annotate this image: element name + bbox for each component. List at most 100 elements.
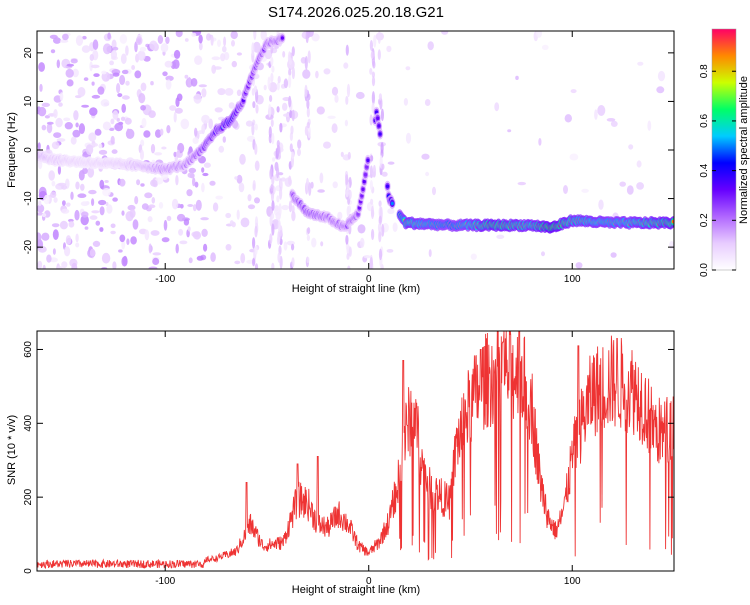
spectrogram-cell — [348, 189, 352, 200]
spectrogram-cell — [90, 64, 100, 69]
spectrogram-cell — [52, 229, 59, 241]
spectrogram-cell — [517, 181, 526, 186]
spectrogram-cell — [80, 183, 85, 191]
spectrogram-cell — [124, 117, 132, 125]
spectrogram-cell — [91, 143, 99, 147]
spectrogram-cell — [46, 254, 52, 263]
spectrogram-cell — [71, 262, 78, 269]
spectrogram-cell — [305, 31, 309, 44]
spectrogram-cell — [369, 180, 373, 191]
spectrogram-cell — [163, 219, 168, 231]
spectrogram-cell — [211, 56, 221, 61]
spectrogram-cell — [657, 70, 666, 82]
spectrogram-cell — [302, 69, 311, 79]
spectrogram-cell — [252, 101, 256, 109]
spectrogram-cell — [111, 149, 118, 154]
spectrogram-cell — [173, 111, 177, 123]
spectrogram-cell — [371, 91, 375, 105]
spectrogram-cell — [119, 74, 126, 86]
spectrogram-cell — [291, 205, 295, 214]
spectrogram-cell — [334, 94, 339, 103]
spectrogram-cell — [99, 227, 104, 232]
spectrogram-cell — [43, 194, 50, 205]
spectrogram-cell — [157, 35, 164, 44]
y-tick-label: 400 — [23, 415, 34, 432]
spectrogram-cell — [297, 148, 301, 157]
spectrogram-cell — [150, 230, 160, 236]
spectrogram-cell — [183, 218, 190, 226]
spectrogram-cell — [120, 53, 127, 65]
spectrogram-cell — [66, 79, 74, 87]
snr-x-axis-label: Height of straight line (km) — [292, 584, 420, 596]
y-tick-label: 200 — [23, 488, 34, 505]
spectrogram-cell — [291, 210, 296, 222]
spectrogram-cell — [98, 143, 103, 149]
spectrogram-cell — [252, 258, 256, 267]
spectrogram-cell — [66, 202, 71, 207]
spectrogram-cell — [345, 95, 349, 105]
spectrogram-cell — [82, 167, 88, 174]
spectrogram-ridge-cell — [361, 187, 365, 192]
spectrogram-cell — [110, 223, 116, 229]
spectrogram-cell — [669, 241, 674, 250]
spectrogram-cell — [147, 216, 153, 223]
spectrogram-cell — [89, 54, 95, 61]
x-tick-label: 0 — [366, 576, 372, 587]
spectrogram-cell — [68, 221, 75, 228]
spectrogram-cell — [148, 243, 152, 254]
spectrogram-cell — [277, 219, 281, 233]
spectrogram-cell — [51, 180, 56, 187]
spectrogram-cell — [37, 232, 42, 243]
spectrogram-cell — [403, 98, 408, 106]
spectrogram-cell — [279, 187, 283, 200]
spectrogram-cell — [289, 143, 293, 153]
spectrogram-cell — [119, 178, 126, 187]
spectrogram-cell — [91, 210, 100, 214]
spectrogram-cell — [316, 106, 325, 115]
spectrogram-cell — [194, 55, 203, 65]
spectrogram-cell — [154, 152, 163, 156]
spectrogram-cell — [53, 109, 58, 119]
spectrogram-cell — [405, 132, 412, 144]
spectrogram-cell — [195, 199, 202, 211]
spectrogram-cell — [38, 160, 43, 170]
spectrogram-cell — [228, 102, 235, 109]
spectrogram-cell — [99, 206, 105, 216]
spectrogram-cell — [121, 69, 129, 75]
spectrogram-cell — [72, 68, 79, 78]
spectrogram-cell — [51, 141, 60, 150]
spectrogram-cell — [270, 72, 274, 83]
spectrogram-cell — [57, 266, 63, 269]
spectrogram-cell — [594, 109, 598, 120]
spectrogram-cell — [371, 76, 376, 87]
spectrogram-cell — [46, 121, 54, 125]
spectrogram-cell — [254, 245, 258, 255]
spectrogram-y-ticks: -20 -10 0 10 20 — [23, 47, 674, 254]
spectrogram-cell — [175, 243, 179, 254]
spectrogram-cell — [64, 122, 73, 130]
spectrogram-cell — [101, 70, 107, 75]
spectrogram-cell — [331, 123, 338, 134]
snr-plot-area — [37, 331, 674, 571]
spectrogram-ridge-cell — [385, 184, 390, 189]
spectrogram-cell — [57, 182, 67, 187]
spectrogram-cell — [201, 228, 208, 237]
spectrogram-cell — [137, 50, 146, 61]
spectrogram-cell — [268, 82, 278, 93]
spectrogram-cell — [270, 56, 274, 66]
y-tick-label: 10 — [23, 95, 34, 107]
spectrogram-cell — [84, 226, 89, 230]
spectrogram-cell — [100, 99, 110, 107]
spectrogram-cell — [130, 236, 137, 245]
spectrogram-cell — [41, 213, 47, 218]
spectrogram-cell — [116, 117, 120, 122]
spectrogram-cell — [72, 129, 81, 138]
spectrogram-cell — [515, 75, 519, 80]
spectrogram-cell — [288, 200, 292, 213]
spectrogram-cell — [291, 66, 295, 80]
spectrogram-cell — [377, 49, 381, 61]
spectrogram-cell — [656, 86, 665, 94]
spectrogram-cell — [201, 88, 207, 98]
spectrogram-cell — [201, 114, 210, 124]
spectrogram-cell — [61, 208, 70, 214]
